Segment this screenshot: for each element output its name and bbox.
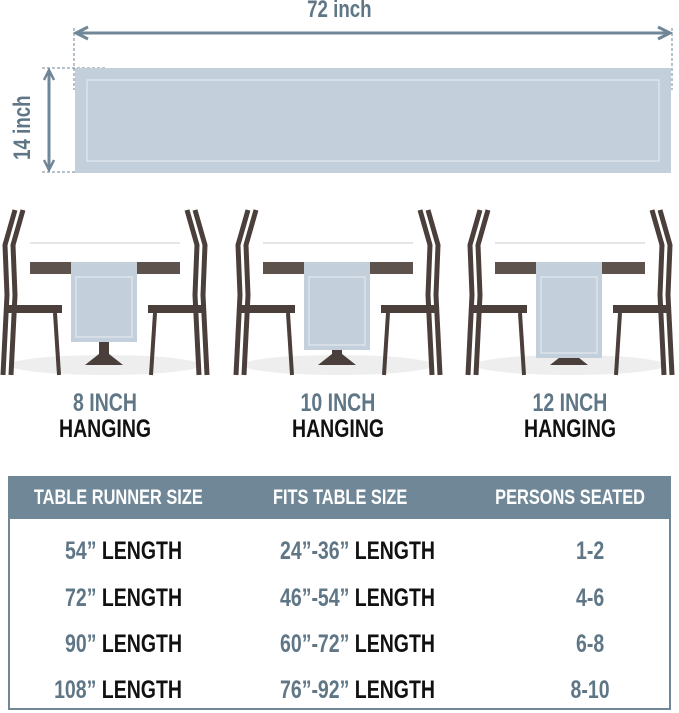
persons-cell: 6-8 [575, 630, 605, 658]
runner-size-cell: 108” LENGTH [54, 676, 182, 704]
chair-left-seat [472, 305, 527, 313]
table-row: 72” LENGTH 46”-54” LENGTH 4-6 [10, 580, 669, 620]
chair-left-back [233, 209, 259, 376]
table-row: 54” LENGTH 24”-36” LENGTH 1-2 [10, 533, 669, 573]
table-header: TABLE RUNNER SIZE FITS TABLE SIZE PERSON… [10, 478, 669, 519]
hang-label: HANGING [523, 415, 617, 443]
fits-size-cell: 46”-54” LENGTH [280, 584, 435, 612]
chair-right-leg [149, 312, 157, 376]
dining-set-illustration [233, 209, 443, 376]
hanging-runner [304, 262, 370, 350]
hanging-runner [536, 262, 602, 358]
chair-left-leg [518, 312, 526, 376]
scene-12-inch [460, 205, 679, 385]
chair-left-back [0, 209, 26, 376]
hang-label: HANGING [58, 415, 152, 443]
size-table: TABLE RUNNER SIZE FITS TABLE SIZE PERSON… [8, 476, 671, 710]
runner-diagram [42, 25, 674, 173]
persons-cell: 1-2 [575, 537, 605, 565]
runner-hem-stitch [75, 276, 133, 338]
chair-right-back [184, 209, 210, 376]
dining-set-illustration [0, 209, 210, 376]
table-base [318, 350, 356, 365]
header-fits-size: FITS TABLE SIZE [272, 486, 408, 509]
scene-8-inch [0, 205, 215, 385]
chair-right-leg [382, 312, 390, 376]
dining-set-illustration [465, 209, 675, 376]
chair-left-seat [240, 305, 295, 313]
runner-hem-stitch [540, 276, 598, 354]
persons-cell: 8-10 [570, 676, 610, 704]
width-label: 72 inch [307, 0, 372, 23]
table-base [85, 350, 123, 365]
arrow-head-down [42, 159, 56, 173]
height-label: 14 inch [9, 95, 36, 161]
caption-8-inch: 8 INCH HANGING [0, 390, 215, 442]
fits-size-cell: 76”-92” LENGTH [280, 676, 435, 704]
hang-label: HANGING [291, 415, 385, 443]
scene-10-inch [228, 205, 448, 385]
fits-size-cell: 24”-36” LENGTH [280, 537, 435, 565]
header-persons: PERSONS SEATED [495, 486, 645, 509]
runner-size-cell: 72” LENGTH [64, 584, 182, 612]
runner-hem-stitch [86, 79, 660, 162]
hang-size: 8 INCH [73, 389, 137, 417]
chair-right-leg [614, 312, 622, 376]
chair-left-back [465, 209, 491, 376]
chair-right-back [649, 209, 675, 376]
hanging-runner [71, 262, 137, 342]
table-row: 90” LENGTH 60”-72” LENGTH 6-8 [10, 626, 669, 666]
arrow-head-right [657, 25, 674, 41]
chair-left-seat [7, 305, 62, 313]
caption-12-inch: 12 INCH HANGING [460, 390, 679, 442]
chair-right-seat [381, 305, 436, 313]
hang-size: 10 INCH [300, 389, 376, 417]
runner-hem-stitch [308, 276, 366, 346]
fits-size-cell: 60”-72” LENGTH [280, 630, 435, 658]
runner-size-cell: 90” LENGTH [64, 630, 182, 658]
chair-left-leg [53, 312, 61, 376]
chair-right-seat [613, 305, 668, 313]
chair-right-back [417, 209, 443, 376]
table-runner [75, 68, 671, 173]
arrow-head-left [72, 25, 89, 41]
header-runner-size: TABLE RUNNER SIZE [33, 486, 203, 509]
persons-cell: 4-6 [575, 584, 605, 612]
arrow-head-up [42, 67, 56, 81]
hang-size: 12 INCH [532, 389, 608, 417]
caption-10-inch: 10 INCH HANGING [228, 390, 448, 442]
table-row: 108” LENGTH 76”-92” LENGTH 8-10 [10, 672, 669, 712]
runner-size-cell: 54” LENGTH [64, 537, 182, 565]
chair-right-seat [148, 305, 203, 313]
chair-left-leg [286, 312, 294, 376]
